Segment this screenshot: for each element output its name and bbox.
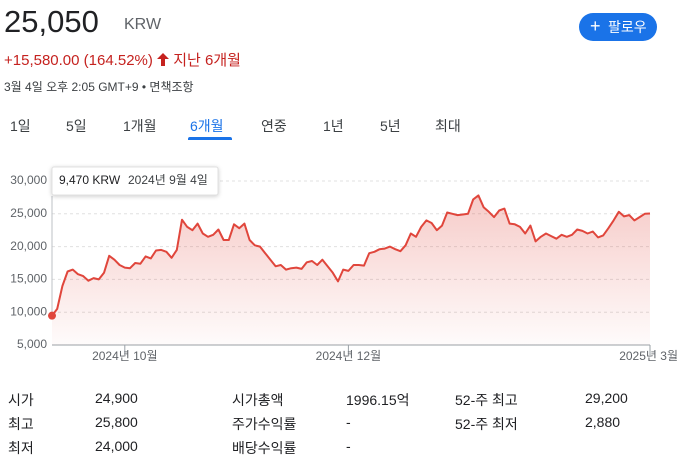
- currency: KRW: [124, 16, 162, 33]
- tab[interactable]: 1개월: [123, 118, 157, 134]
- follow-label: 팔로우: [608, 19, 647, 35]
- area: [52, 195, 650, 345]
- tab[interactable]: 1일: [10, 118, 31, 134]
- follow-button[interactable]: + 팔로우: [579, 13, 657, 41]
- tab[interactable]: 6개월: [190, 118, 224, 134]
- stat-value: 1996.15억: [346, 392, 410, 408]
- period: 지난 6개월: [173, 52, 241, 69]
- tab-underline: [188, 137, 232, 140]
- tab[interactable]: 1년: [323, 118, 344, 134]
- up-arrow: [157, 53, 170, 66]
- stat-value: 2,880: [585, 414, 621, 430]
- price-line: [51, 194, 651, 317]
- hover-point: [48, 311, 56, 320]
- timestamp: 3월 4일 오후 2:05 GMT+9 • 면책조항: [4, 80, 194, 94]
- tab[interactable]: 연중: [261, 118, 287, 134]
- stat-label: 최저: [8, 440, 34, 456]
- tooltip-date: 2024년 9월 4일: [128, 173, 208, 187]
- y-tick-label: 15,000: [10, 272, 47, 286]
- x-tick-label: 2025년 3월: [619, 349, 678, 363]
- stat-value: -: [346, 414, 351, 430]
- x-tick-label: 2024년 10월: [92, 349, 157, 363]
- tooltip-price: 9,470 KRW: [59, 173, 121, 187]
- stat-label: 주가수익률: [232, 416, 297, 432]
- stat-label: 배당수익률: [232, 440, 297, 456]
- stat-value: 29,200: [585, 390, 628, 406]
- stat-value: 25,800: [95, 414, 138, 430]
- stat-value: 24,000: [95, 438, 138, 454]
- y-tick-label: 10,000: [10, 304, 47, 318]
- tab[interactable]: 5일: [66, 118, 87, 134]
- y-tick-label: 5,000: [17, 337, 47, 351]
- stat-value: 24,900: [95, 390, 138, 406]
- stat-label: 시가: [8, 392, 34, 408]
- y-tick-label: 25,000: [10, 206, 47, 220]
- stat-label: 52-주 최고: [455, 392, 518, 408]
- stat-label: 시가총액: [232, 392, 284, 408]
- stat-value: -: [346, 438, 351, 454]
- y-tick-label: 30,000: [10, 173, 47, 187]
- stat-label: 최고: [8, 416, 34, 432]
- stat-label: 52-주 최저: [455, 416, 518, 432]
- tooltip-box: [51, 166, 219, 196]
- price: 25,050: [4, 4, 99, 39]
- y-tick-label: 20,000: [10, 239, 47, 253]
- x-tick-label: 2024년 12월: [316, 349, 381, 363]
- change: +15,580.00 (164.52%): [4, 52, 153, 69]
- tab[interactable]: 5년: [380, 118, 401, 134]
- chart: 5,000 10,000 15,000 20,000 25,000 30,000 2024년…: [10, 166, 678, 363]
- change-row: +15,580.00 (164.52%) 지난 6개월: [4, 49, 241, 70]
- tab[interactable]: 최대: [435, 118, 461, 134]
